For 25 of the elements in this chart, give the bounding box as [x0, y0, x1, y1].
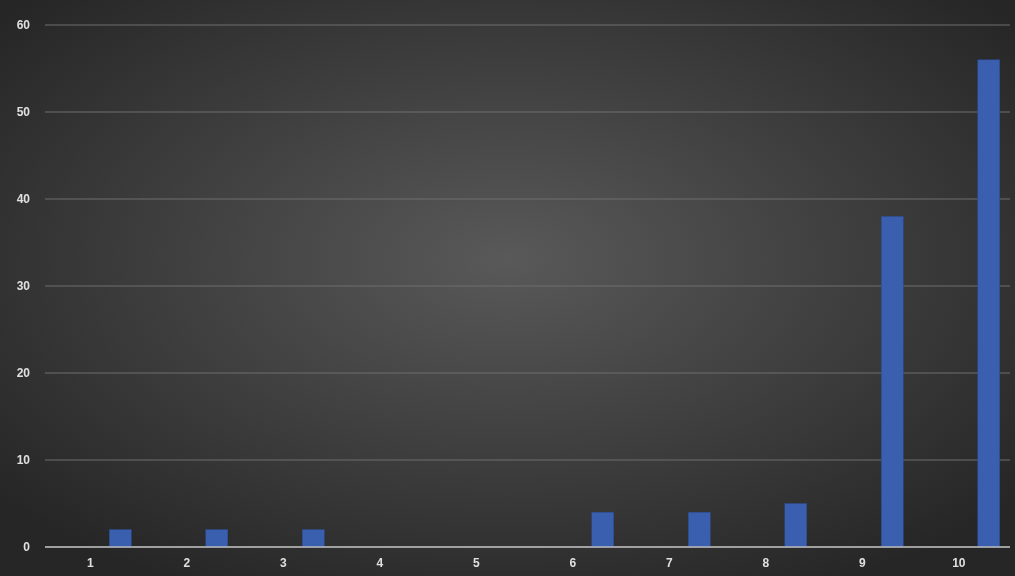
y-tick-label: 30 — [16, 279, 31, 294]
x-tick-label: 7 — [666, 556, 674, 570]
bar — [302, 529, 325, 548]
x-tick-label: 4 — [376, 556, 384, 570]
x-tick-label: 2 — [183, 556, 191, 570]
x-tick-label: 3 — [280, 556, 288, 570]
x-tick-label: 6 — [569, 556, 577, 570]
x-tick-label: 5 — [473, 556, 481, 570]
bar — [688, 511, 711, 548]
y-tick-label: 60 — [16, 18, 31, 33]
y-tick-label: 10 — [16, 453, 31, 468]
bar — [591, 511, 615, 548]
bar — [977, 59, 1001, 548]
bar — [881, 216, 904, 548]
y-tick-label: 50 — [16, 105, 31, 120]
y-tick-label: 20 — [16, 366, 31, 381]
x-tick-label: 8 — [762, 556, 770, 570]
y-tick-label: 40 — [16, 192, 31, 207]
x-tick-label: 9 — [859, 556, 867, 570]
x-tick-label: 1 — [87, 556, 95, 570]
bar — [109, 529, 132, 548]
y-tick-label: 0 — [23, 540, 31, 555]
x-tick-label: 10 — [952, 556, 966, 570]
bar — [205, 529, 229, 548]
bar — [784, 503, 808, 548]
